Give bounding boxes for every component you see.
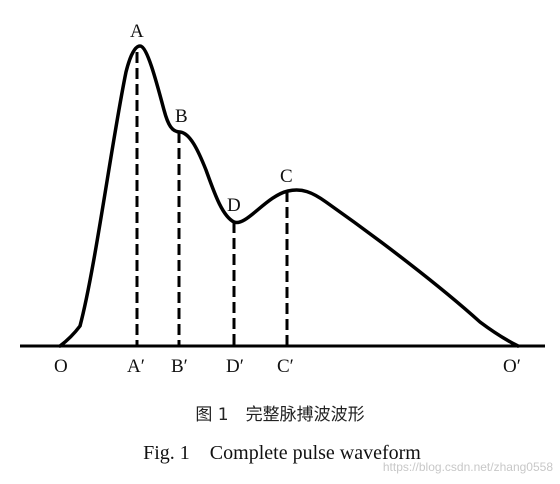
label-B-prime: B′ bbox=[171, 356, 188, 377]
label-O: O bbox=[54, 356, 68, 377]
label-A: A bbox=[130, 21, 144, 42]
label-C: C bbox=[280, 166, 293, 187]
label-B: B bbox=[175, 106, 188, 127]
caption-english: Fig. 1 Complete pulse waveform bbox=[143, 442, 421, 464]
label-A-prime: A′ bbox=[127, 356, 145, 377]
caption-chinese: 图 1 完整脉搏波波形 bbox=[195, 405, 364, 425]
watermark: https://blog.csdn.net/zhang0558 bbox=[383, 460, 553, 474]
label-C-prime: C′ bbox=[277, 356, 294, 377]
label-D: D bbox=[227, 195, 241, 216]
pulse-waveform-curve bbox=[58, 44, 520, 348]
label-D-prime: D′ bbox=[226, 356, 244, 377]
label-O-prime: O′ bbox=[503, 356, 521, 377]
